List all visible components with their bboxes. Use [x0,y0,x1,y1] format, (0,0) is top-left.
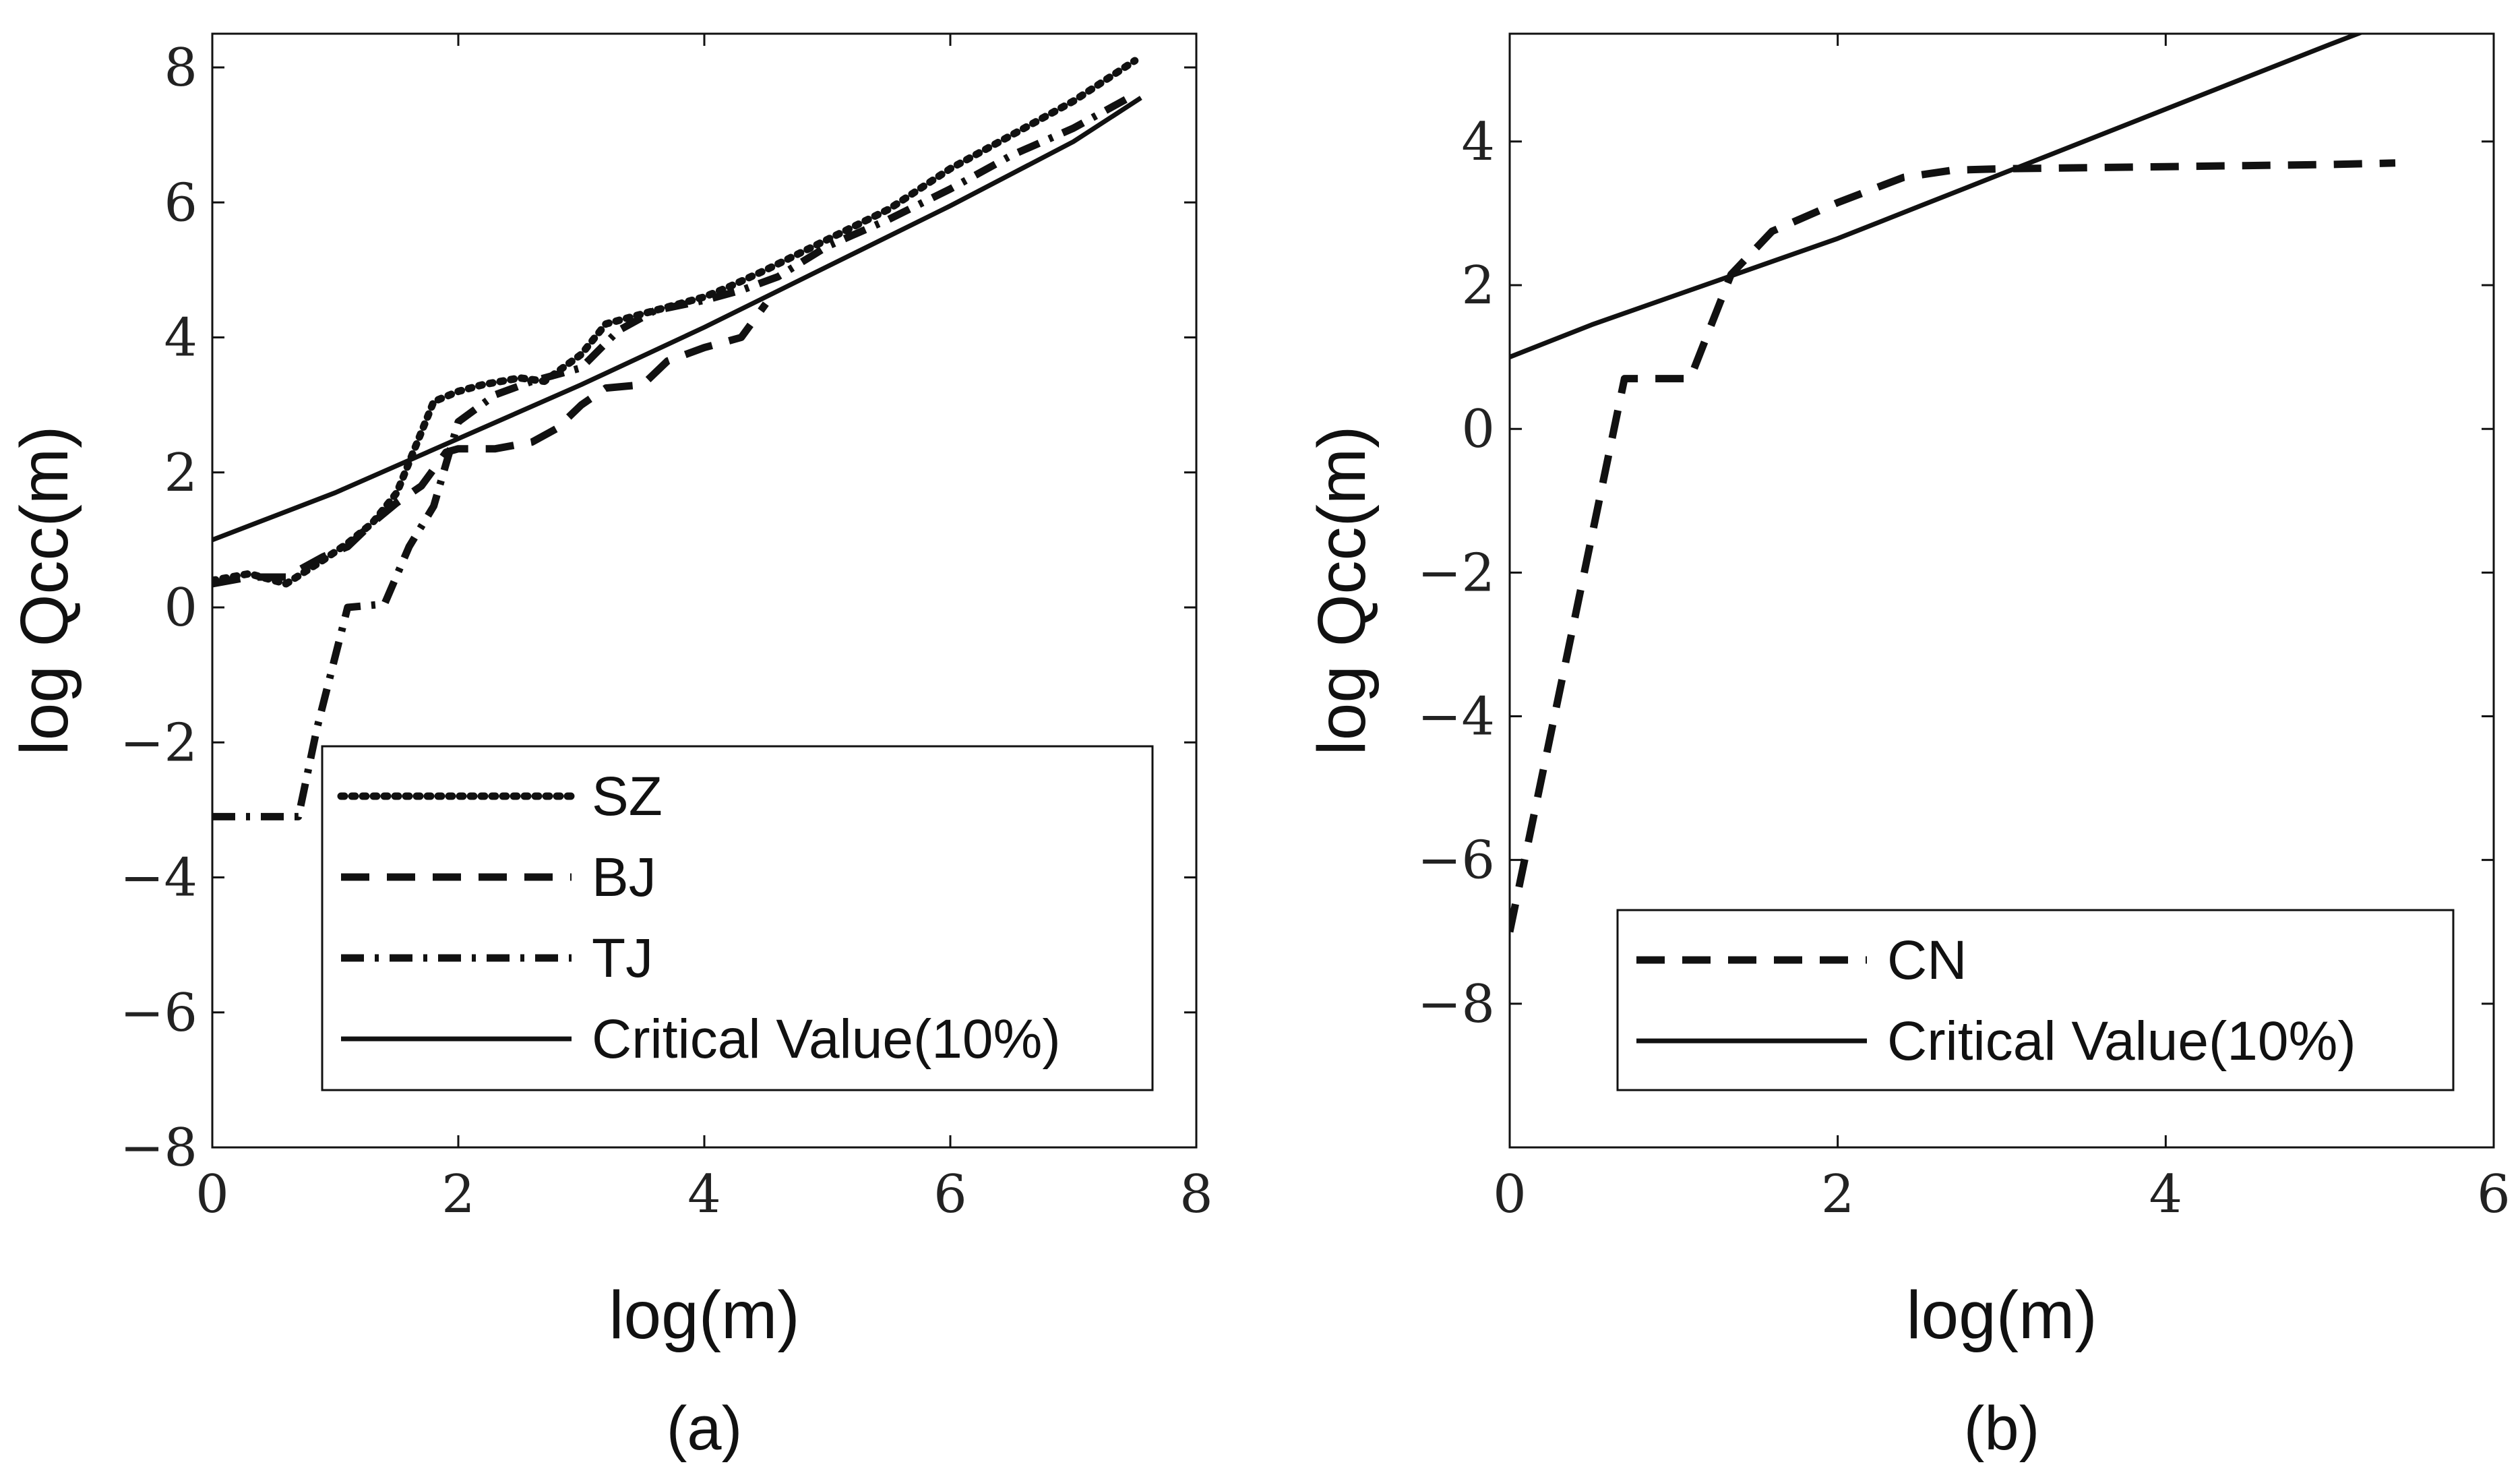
series-line-bj [212,301,769,588]
legend-label: Critical Value(10%) [592,1009,1061,1070]
chart-panel-b: 0 2 4 6 −8 −6 −4 −2 0 2 4 log(m) log Qcc(m) (b) CN Crit… [1304,32,2511,1463]
y-tick-label: 0 [164,578,197,638]
y-tick-label: −2 [1417,543,1495,603]
series-line-critical-value-10 [1510,34,2365,359]
legend-box [321,745,1154,1091]
legend-label: BJ [592,847,656,908]
x-tick-label: 0 [1493,1164,1527,1225]
y-tick-label: 4 [1461,112,1495,173]
legend-label: TJ [592,928,653,989]
legend-label: SZ [592,766,663,827]
y-tick-label: 2 [164,443,197,504]
legend: CN Critical Value(10%) [1616,909,2455,1091]
y-tick-label: 8 [164,38,197,98]
legend-label: Critical Value(10%) [1887,1011,2356,1072]
legend-box [1616,909,2455,1091]
x-axis-label: log(m) [609,1277,799,1353]
series-line-cn [1510,159,2396,933]
x-axis-label: log(m) [1906,1277,2097,1353]
series-line-tj [212,91,1137,820]
y-tick-label: 6 [164,173,197,233]
series-group [212,57,1142,820]
x-tick-label: 8 [1179,1164,1213,1225]
chart-panel-a: 0 2 4 6 8 −8 −6 −4 −2 0 2 4 6 8 log(m) log Qcc(m) (a) SZ B… [7,32,1213,1463]
series-group [1510,34,2396,933]
x-tick-label: 4 [2149,1164,2183,1225]
panel-label: (b) [1964,1394,2039,1463]
x-tick-label: 2 [1821,1164,1855,1225]
y-tick-label: −8 [1417,974,1495,1035]
x-tick-label: 4 [687,1164,721,1225]
y-tick-label: 4 [164,308,197,369]
y-axis-label: log Qcc(m) [7,426,82,756]
y-tick-label: 2 [1461,255,1495,316]
series-line-critical-value-10 [212,96,1142,543]
y-tick-label: −4 [1417,687,1495,748]
y-tick-label: −4 [120,848,197,909]
y-tick-label: −8 [120,1118,197,1178]
legend-label: CN [1887,930,1967,991]
y-tick-label: −2 [120,713,197,773]
x-tick-label: 2 [441,1164,475,1225]
panel-label: (a) [667,1394,742,1463]
y-tick-label: −6 [1417,831,1495,891]
y-tick-label: 0 [1461,399,1495,460]
y-axis-label: log Qcc(m) [1304,426,1380,756]
x-tick-label: 6 [933,1164,967,1225]
plot-area-frame [1508,32,2495,1149]
legend: SZ BJ TJ Critical Value(10%) [321,745,1154,1091]
y-tick-label: −6 [120,983,197,1044]
x-tick-label: 6 [2477,1164,2511,1225]
x-tick-label: 0 [195,1164,229,1225]
